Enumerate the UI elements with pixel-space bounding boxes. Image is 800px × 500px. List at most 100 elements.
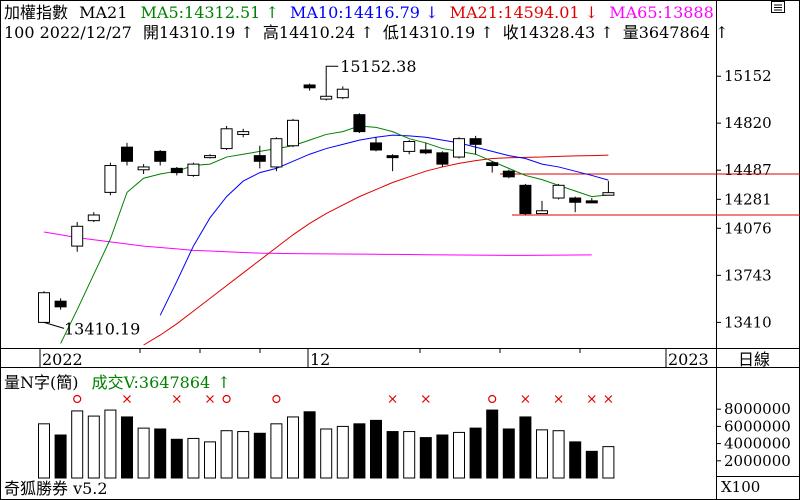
multiplier-label: X100 [721,478,760,496]
volume-marker-cross [421,395,430,403]
high-annotation-label: 15152.38 [340,57,416,76]
low-label: 低14310.19 [383,23,475,42]
candle-body [502,170,515,178]
candle-body [436,152,449,165]
candle-body [104,165,117,193]
candle-body [154,150,167,162]
low-arrow: ↑ [480,23,493,42]
volume-bar [121,416,133,479]
volume-bar [137,427,150,479]
volume-tick-label: 2000000 [724,452,791,470]
candle-body [469,138,482,145]
volume-bar [287,416,299,479]
volume-bar [303,411,316,479]
candle-body [71,225,84,247]
period-label[interactable]: 日線 [738,350,770,369]
ma10-line [159,134,609,316]
volume-bar [154,428,167,479]
volume-bar [320,428,333,479]
candle-body [602,192,615,196]
candle-body [386,155,399,159]
candle-body [137,166,150,171]
ma5-label: MA5:14312.51 [141,3,261,22]
x-tick-label: 12 [310,350,330,369]
candle-body [403,141,416,152]
volume-bar [386,431,399,479]
candle-body [87,214,100,222]
candle-body [419,149,432,154]
volume-marker-cross [521,395,530,403]
volume-bar [502,428,515,479]
volume-tick-label: 8000000 [724,400,791,418]
volume-marker-cross [123,395,131,403]
menu-icon[interactable] [771,1,785,13]
volume-bar [253,432,266,479]
x-tick-label: 2023 [668,350,709,369]
low-annotation-label: 13410.19 [64,319,140,338]
volume-marker-circle [222,394,231,404]
candle-body [353,114,366,133]
open-label: 開14310.19 [143,23,235,42]
volume-panel-title: 量N字(簡) 成交V:3647864 ↑ [4,373,231,392]
close-label: 收14328.43 [503,23,595,42]
volume-bar [270,423,283,479]
candle-body [519,184,532,215]
volume-marker-circle [272,394,281,404]
candle-body [270,138,283,168]
volume-marker-cross [587,395,596,403]
candle-body [370,142,382,151]
index-name: 加權指數 [4,3,68,22]
volume-tick-label: 6000000 [724,417,791,435]
volume-bar [569,441,582,479]
volume-bar [54,434,67,479]
volume-bar [519,416,532,479]
candle-body [253,155,266,162]
volume-marker-cross [604,395,613,403]
volume-bar [204,441,216,479]
volume-marker-cross [206,395,214,403]
candle-body [38,292,50,323]
volume-bar [237,431,250,479]
candle-body [569,197,582,203]
header-line-1: 加權指數 MA21 MA5:14312.51 ↑ MA10:14416.79 ↓… [4,3,714,22]
info-prefix: 100 2022/12/27 [4,23,132,42]
candle-body [170,167,183,174]
candle-body [204,155,216,159]
ma5-line [109,125,609,240]
price-tick-label: 13743 [724,266,772,284]
candle-body [220,128,233,150]
open-arrow: ↑ [240,23,253,42]
price-tick-label: 14487 [724,161,772,179]
volume-bar [552,430,565,479]
ma-label: MA21 [79,3,127,22]
volume-bar [336,425,349,479]
candle-body [303,84,316,89]
header-line-2: 100 2022/12/27 開14310.19 ↑ 高14410.24 ↑ 低… [4,23,729,42]
app-name: 奇狐勝券 v5.2 [4,479,108,498]
volume-value-arrow: ↑ [217,373,230,392]
candle-body [187,163,200,176]
price-tick-label: 15152 [724,67,772,85]
volume-marker-cross [554,395,563,403]
volume-marker-cross [388,395,397,403]
volume-bar [170,438,183,479]
candle-body [536,210,548,215]
volume-bar [469,427,482,479]
volume-marker-cross [172,395,181,403]
volume-label: 量3647864 [623,23,710,42]
volume-bar [403,431,416,479]
price-tick-label: 14076 [724,219,772,237]
ma65-label: MA65:13888 [609,3,714,22]
ma5-arrow: ↑ [265,3,278,22]
volume-bar [453,431,465,479]
price-tick-label: 14820 [724,114,772,132]
ma65-line [43,231,592,256]
ma10-label: MA10:14416.79 [290,3,420,22]
high-label: 高14410.24 [263,23,355,42]
price-tick-label: 14281 [724,190,772,208]
volume-indicator-name: 量N字(簡) [4,373,79,392]
volume-arrow: ↑ [715,23,728,42]
ma5-line-lead [60,238,111,344]
